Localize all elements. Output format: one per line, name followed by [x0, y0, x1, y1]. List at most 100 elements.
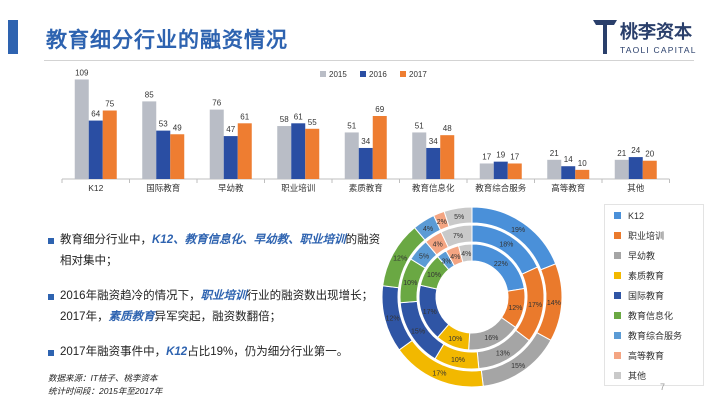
donut-chart: 19% 14% 15% 17% 12% 12% 4% 2% 5% 18% 17% 13% 10% 15% 1…	[381, 206, 563, 388]
data-label: 21	[617, 149, 626, 158]
slice-label: 10%	[427, 272, 441, 279]
donut-slice	[443, 206, 473, 228]
bar-2016	[156, 130, 171, 179]
bullet-highlight: K12、教育信息化、早幼教、职业培训	[152, 234, 346, 246]
bar-2016	[561, 166, 576, 179]
donut-slice	[457, 243, 473, 263]
data-label: 14	[564, 155, 573, 164]
data-label: 76	[212, 99, 221, 108]
slice-label: 10%	[451, 357, 465, 364]
bullet-highlight: K12	[166, 346, 188, 358]
slice-label: 19%	[511, 227, 525, 234]
source-line: 数据来源：IT桔子、桃李资本	[48, 373, 158, 383]
bar-2016	[291, 123, 306, 179]
data-label: 61	[240, 112, 249, 121]
x-tick-label: 职业培训	[281, 183, 315, 193]
legend-label: 素质教育	[628, 271, 665, 281]
slice-label: 3%	[441, 259, 451, 266]
data-label: 34	[429, 137, 438, 146]
legend-label: 2015	[329, 70, 347, 79]
legend-label: 2016	[369, 70, 387, 79]
bullet-item: 2017年融资事件中，K12占比19%，仍为细分行业第一。	[48, 342, 388, 363]
logo-name: 桃李资本	[620, 22, 692, 42]
bar-2017	[237, 123, 252, 179]
legend-swatch	[614, 352, 621, 359]
bar-2017	[440, 135, 455, 179]
bar-2017	[170, 134, 185, 179]
legend-item: 素质教育	[612, 270, 682, 290]
period-line: 统计时间段：2015年至2017年	[48, 386, 163, 396]
legend-item: 教育综合服务	[612, 330, 682, 350]
bullet-item: 教育细分行业中，K12、教育信息化、早幼教、职业培训的融资相对集中；	[48, 230, 388, 272]
bar-2015	[412, 132, 427, 179]
legend-label: 2017	[409, 70, 427, 79]
donut-legend-frame	[604, 204, 704, 386]
slice-label: 16%	[484, 335, 498, 342]
slice-label: 17%	[528, 302, 542, 309]
data-label: 53	[159, 120, 168, 129]
slice-label: 2%	[437, 219, 447, 226]
legend-swatch	[614, 252, 621, 259]
bar-2015	[344, 132, 359, 179]
x-tick-label: 高等教育	[551, 183, 585, 193]
bar-2017	[305, 128, 320, 179]
bar-2017	[642, 160, 657, 179]
bullet-text: 的融资相对集中；	[60, 234, 381, 267]
data-label: 61	[294, 112, 303, 121]
bullet-marker	[48, 238, 54, 244]
logo-subtitle: TAOLI CAPITAL	[620, 45, 697, 55]
page-number: 7	[660, 382, 666, 392]
slice-label: 13%	[496, 350, 510, 357]
data-label: 10	[578, 159, 587, 168]
legend-label: 教育综合服务	[628, 331, 683, 341]
bar-2015	[547, 159, 562, 179]
slice-label: 22%	[494, 261, 508, 268]
legend-swatch	[614, 232, 621, 239]
legend-label: 职业培训	[628, 231, 665, 241]
data-label: 24	[631, 146, 640, 155]
slice-label: 7%	[453, 233, 463, 240]
legend-swatch	[360, 71, 366, 77]
bar-2016	[88, 120, 103, 179]
bullet-highlight: 职业培训	[200, 290, 247, 302]
data-label: 47	[226, 125, 235, 134]
slice-label: 12%	[393, 255, 407, 262]
slice-label: 4%	[450, 254, 460, 261]
legend-label: 高等教育	[628, 351, 665, 361]
bar-2015	[209, 109, 224, 179]
legend-item: 国际教育	[612, 290, 682, 310]
legend-item: K12	[612, 210, 682, 230]
header-divider	[44, 60, 694, 61]
slice-label: 5%	[419, 253, 429, 260]
data-label: 51	[347, 121, 356, 130]
slice-label: 10%	[403, 280, 417, 287]
legend-item: 高等教育	[612, 350, 682, 370]
data-label: 49	[173, 123, 182, 132]
legend-item: 教育信息化	[612, 310, 682, 330]
slice-label: 10%	[448, 336, 462, 343]
bar-2015	[479, 163, 494, 179]
legend-label: 其他	[628, 371, 647, 381]
bar-2015	[74, 79, 89, 179]
bullet-text: 2016年融资趋冷的情况下，	[60, 290, 201, 302]
data-label: 75	[105, 100, 114, 109]
slice-label: 12%	[386, 315, 400, 322]
bar-2016	[493, 161, 508, 179]
legend-label: 教育信息化	[628, 311, 674, 321]
legend-swatch	[614, 272, 621, 279]
logo: 桃李资本 TAOLI CAPITAL	[592, 16, 712, 66]
slice-label: 17%	[423, 309, 437, 316]
bar-2016	[358, 147, 373, 179]
x-tick-label: 其他	[627, 183, 645, 193]
bullet-item: 2016年融资趋冷的情况下，职业培训行业的融资数出现增长；2017年，素质教育异…	[48, 286, 388, 328]
slice-label: 12%	[508, 305, 522, 312]
legend-label: 国际教育	[628, 291, 665, 301]
bullet-marker	[48, 294, 54, 300]
bullet-text: 行业的融资数出现增长；2017年，	[60, 290, 374, 323]
legend-swatch	[614, 292, 621, 299]
legend-swatch	[614, 332, 621, 339]
header-accent-bar	[8, 20, 18, 54]
bar-2017	[575, 169, 590, 179]
data-label: 69	[375, 105, 384, 114]
bullet-text: 异军突起，融资数翻倍；	[154, 311, 282, 323]
